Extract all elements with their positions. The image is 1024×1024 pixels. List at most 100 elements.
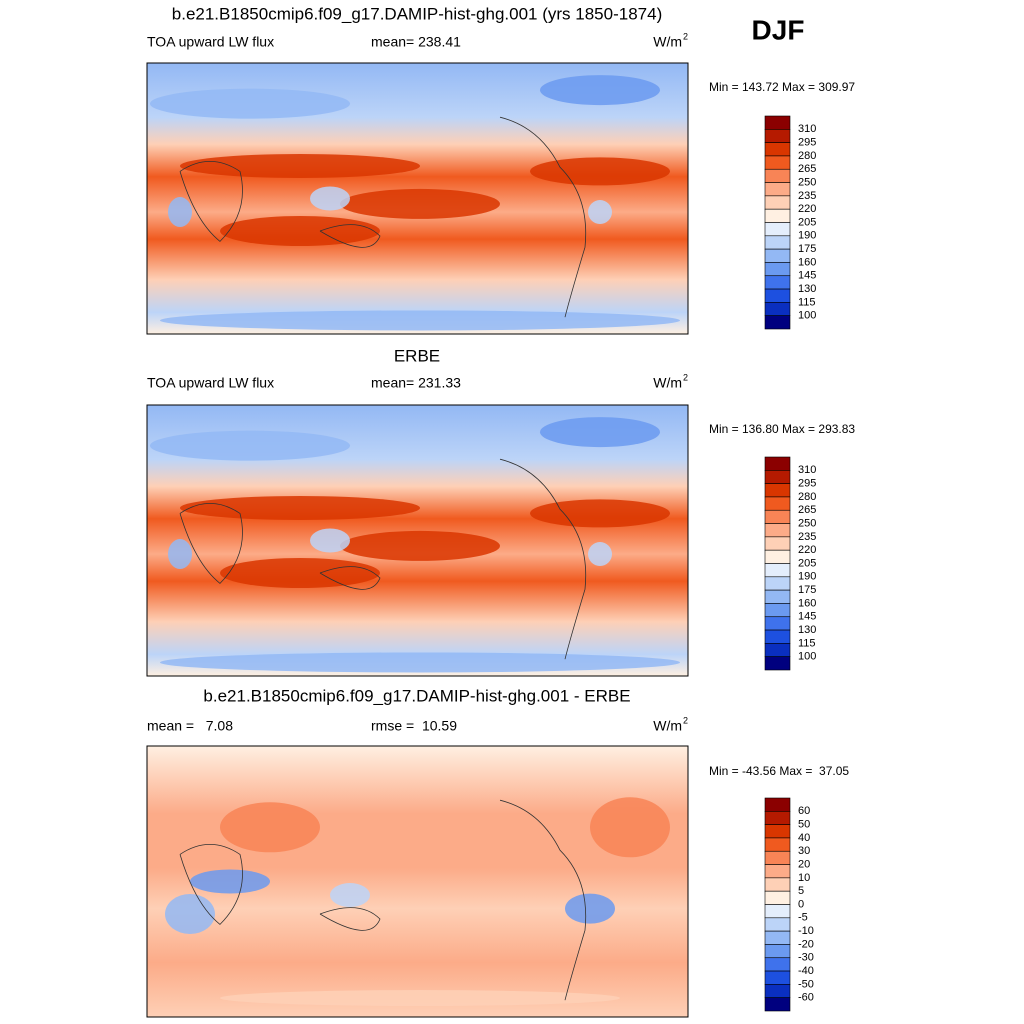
colorbar-box: [764, 222, 791, 237]
map-feature: [180, 495, 420, 520]
map-feature: [160, 652, 680, 673]
map-frame: [146, 745, 689, 1018]
colorbar-box: [764, 142, 791, 157]
colorbar-box: [764, 248, 791, 263]
map-feature: [180, 153, 420, 178]
coastline: [179, 458, 587, 660]
unit-superscript: 2: [683, 372, 688, 382]
colorbar-label: 160: [798, 597, 816, 609]
colorbar-label: 130: [798, 624, 816, 636]
colorbar-label: 5: [798, 885, 804, 897]
colorbar-box: [764, 168, 791, 183]
panel-title: b.e21.B1850cmip6.f09_g17.DAMIP-hist-ghg.…: [203, 686, 630, 705]
colorbar-label: 295: [798, 478, 816, 490]
colorbar-label: 235: [798, 190, 816, 202]
colorbar-box: [764, 877, 791, 892]
colorbar-label: -5: [798, 912, 808, 924]
colorbar-label: 220: [798, 544, 816, 556]
colorbar-label: -10: [798, 925, 814, 937]
colorbar-label: 250: [798, 517, 816, 529]
colorbar-label: -50: [798, 978, 814, 990]
colorbar-box: [764, 563, 791, 578]
colorbar-label: 175: [798, 584, 816, 596]
colorbar-label: 190: [798, 571, 816, 583]
map-feature: [220, 990, 620, 1007]
min-max: Min = 136.80 Max = 293.83: [709, 422, 855, 436]
colorbar-label: 115: [798, 296, 816, 308]
left-label: mean = 7.08: [147, 718, 233, 734]
colorbar-box: [764, 864, 791, 879]
colorbar-label: 250: [798, 176, 816, 188]
colorbar-label: 175: [798, 243, 816, 255]
colorbar-box: [764, 275, 791, 290]
colorbar-box: [764, 262, 791, 277]
colorbar-box: [764, 629, 791, 644]
colorbar-box: [764, 302, 791, 316]
colorbar-box: [764, 904, 791, 919]
colorbar-label: 235: [798, 531, 816, 543]
colorbar-label: -40: [798, 965, 814, 977]
map-feature: [590, 797, 670, 858]
colorbar-label: 310: [798, 123, 816, 135]
colorbar-box: [764, 129, 791, 143]
coastline: [179, 799, 587, 1001]
colorbar-label: 100: [798, 310, 816, 322]
colorbar-box: [764, 997, 791, 1012]
map-feature: [340, 188, 500, 219]
map-feature: [150, 430, 350, 461]
colorbar-box: [764, 536, 791, 551]
colorbar-label: 30: [798, 845, 810, 857]
min-max: Min = -43.56 Max = 37.05: [709, 764, 849, 778]
map-feature: [220, 802, 320, 853]
colorbar-box: [764, 470, 791, 484]
coastline: [179, 116, 587, 318]
colorbar-box: [764, 155, 791, 170]
map-feature: [310, 186, 350, 211]
colorbar-label: 160: [798, 256, 816, 268]
colorbar-box: [764, 523, 791, 538]
colorbar-label: 145: [798, 270, 816, 282]
left-label: TOA upward LW flux: [147, 375, 274, 391]
colorbar-label: 130: [798, 283, 816, 295]
colorbar-box: [764, 944, 791, 959]
colorbar-box: [764, 549, 791, 564]
colorbar-label: 190: [798, 230, 816, 242]
colorbar-label: -30: [798, 952, 814, 964]
colorbar-box: [764, 115, 791, 130]
map-feature: [530, 157, 670, 186]
colorbar-label: 145: [798, 611, 816, 623]
colorbar-label: 50: [798, 819, 810, 831]
panel-title: ERBE: [394, 346, 440, 365]
map-feature: [160, 310, 680, 331]
center-label: mean= 231.33: [371, 375, 461, 391]
min-max: Min = 143.72 Max = 309.97: [709, 80, 855, 94]
unit-superscript: 2: [683, 31, 688, 41]
map-feature: [165, 894, 215, 935]
colorbar-box: [764, 483, 791, 498]
colorbar-label: 115: [798, 637, 816, 649]
map-frame: [146, 62, 689, 335]
colorbar-box: [764, 603, 791, 618]
map-feature: [540, 75, 660, 106]
colorbar-box: [764, 616, 791, 631]
unit-superscript: 2: [683, 715, 688, 725]
colorbar-box: [764, 288, 791, 303]
left-label: TOA upward LW flux: [147, 34, 274, 50]
colorbar-label: 0: [798, 898, 804, 910]
colorbar-label: 265: [798, 504, 816, 516]
map-feature: [220, 216, 380, 247]
colorbar-box: [764, 656, 791, 671]
colorbar-label: -60: [798, 992, 814, 1004]
map-feature: [588, 200, 612, 225]
colorbar-box: [764, 984, 791, 998]
colorbar-box: [764, 824, 791, 839]
colorbar-box: [764, 970, 791, 985]
colorbar-box: [764, 917, 791, 932]
colorbar-box: [764, 509, 791, 524]
colorbar-label: 100: [798, 651, 816, 663]
colorbar-label: 20: [798, 858, 810, 870]
colorbar-label: 220: [798, 203, 816, 215]
colorbar-label: 205: [798, 216, 816, 228]
unit: W/m: [653, 718, 682, 734]
